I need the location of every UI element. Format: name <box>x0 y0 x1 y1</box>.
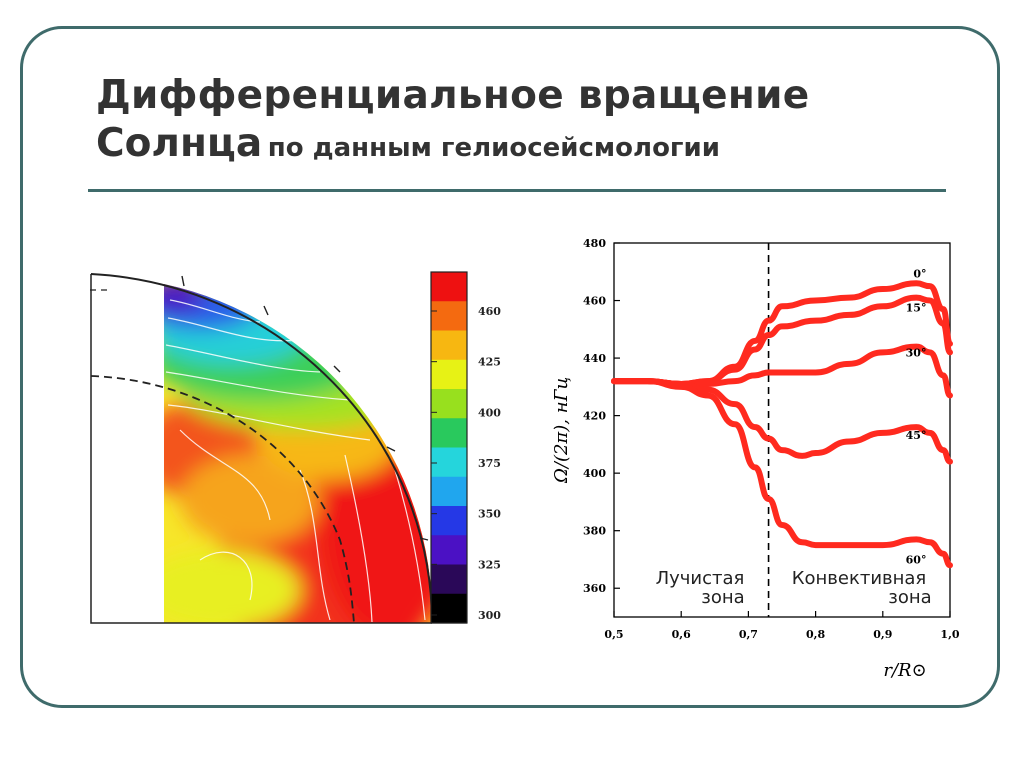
sun-surface-arc <box>90 273 433 624</box>
title-line-2: Солнца <box>96 121 263 166</box>
x-axis-label: r/R⊙ <box>883 660 926 681</box>
colorbar-segment <box>431 389 467 419</box>
tachocline-dashed-curve <box>90 375 355 624</box>
slide-title: Дифференциальное вращение Солнца по данн… <box>96 72 956 168</box>
zone-radiative-line1: Лучистая <box>656 568 745 589</box>
series-label-0deg: 0° <box>913 267 926 280</box>
title-line-1: Дифференциальное вращение <box>96 73 810 118</box>
x-tick-label: 0,7 <box>739 628 758 641</box>
y-tick-label: 380 <box>583 525 606 538</box>
y-tick-label: 480 <box>583 237 606 250</box>
colorbar-segment <box>431 301 467 332</box>
x-tick-label: 0,9 <box>873 628 892 641</box>
y-tick-label: 420 <box>583 410 606 423</box>
zone-convective-line2: зона <box>888 587 931 608</box>
zone-radiative-line2: зона <box>701 587 744 608</box>
colorbar-segment <box>431 506 467 536</box>
colorbar-tick-label: 300 <box>478 609 501 622</box>
y-tick-label: 460 <box>583 295 606 308</box>
title-subtitle: по данным гелиосейсмологии <box>267 133 720 163</box>
colorbar-tick-label: 400 <box>478 406 501 419</box>
x-tick-label: 0,6 <box>672 628 691 641</box>
colorbar-segment <box>431 359 467 390</box>
colorbar-segment <box>431 593 467 624</box>
y-tick-label: 400 <box>583 467 606 480</box>
series-label-45deg: 45° <box>906 429 927 442</box>
y-tick-label: 440 <box>583 352 606 365</box>
colorbar-tick-label: 325 <box>478 558 501 571</box>
map-axes <box>90 274 432 624</box>
colorbar-tick-label: 350 <box>478 508 501 521</box>
y-axis-label: Ω/(2π), нГц <box>551 377 572 484</box>
colorbar-segment <box>431 418 467 449</box>
colorbar-segment <box>431 535 467 566</box>
colorbar-segment <box>431 564 467 595</box>
colorbar-segment <box>431 476 467 507</box>
colorbar-segment <box>431 330 467 361</box>
zone-convective-line1: Конвективная <box>792 568 927 589</box>
title-underline <box>88 189 946 192</box>
series-label-30deg: 30° <box>906 347 927 360</box>
series-label-15deg: 15° <box>906 302 927 315</box>
colorbar-tick-label: 375 <box>478 457 501 470</box>
colorbar-segment <box>431 447 467 478</box>
series-line-45deg <box>611 378 953 465</box>
colorbar-tick-label: 460 <box>478 305 501 318</box>
colorbar-tick-label: 425 <box>478 356 501 369</box>
series-label-60deg: 60° <box>906 553 927 566</box>
x-tick-label: 1,0 <box>940 628 959 641</box>
x-tick-label: 0,8 <box>806 628 825 641</box>
slide-frame <box>20 26 1000 708</box>
x-tick-label: 0,5 <box>604 628 623 641</box>
series-line-60deg <box>611 378 953 569</box>
y-tick-label: 360 <box>583 582 606 595</box>
colorbar-segment <box>431 272 467 302</box>
